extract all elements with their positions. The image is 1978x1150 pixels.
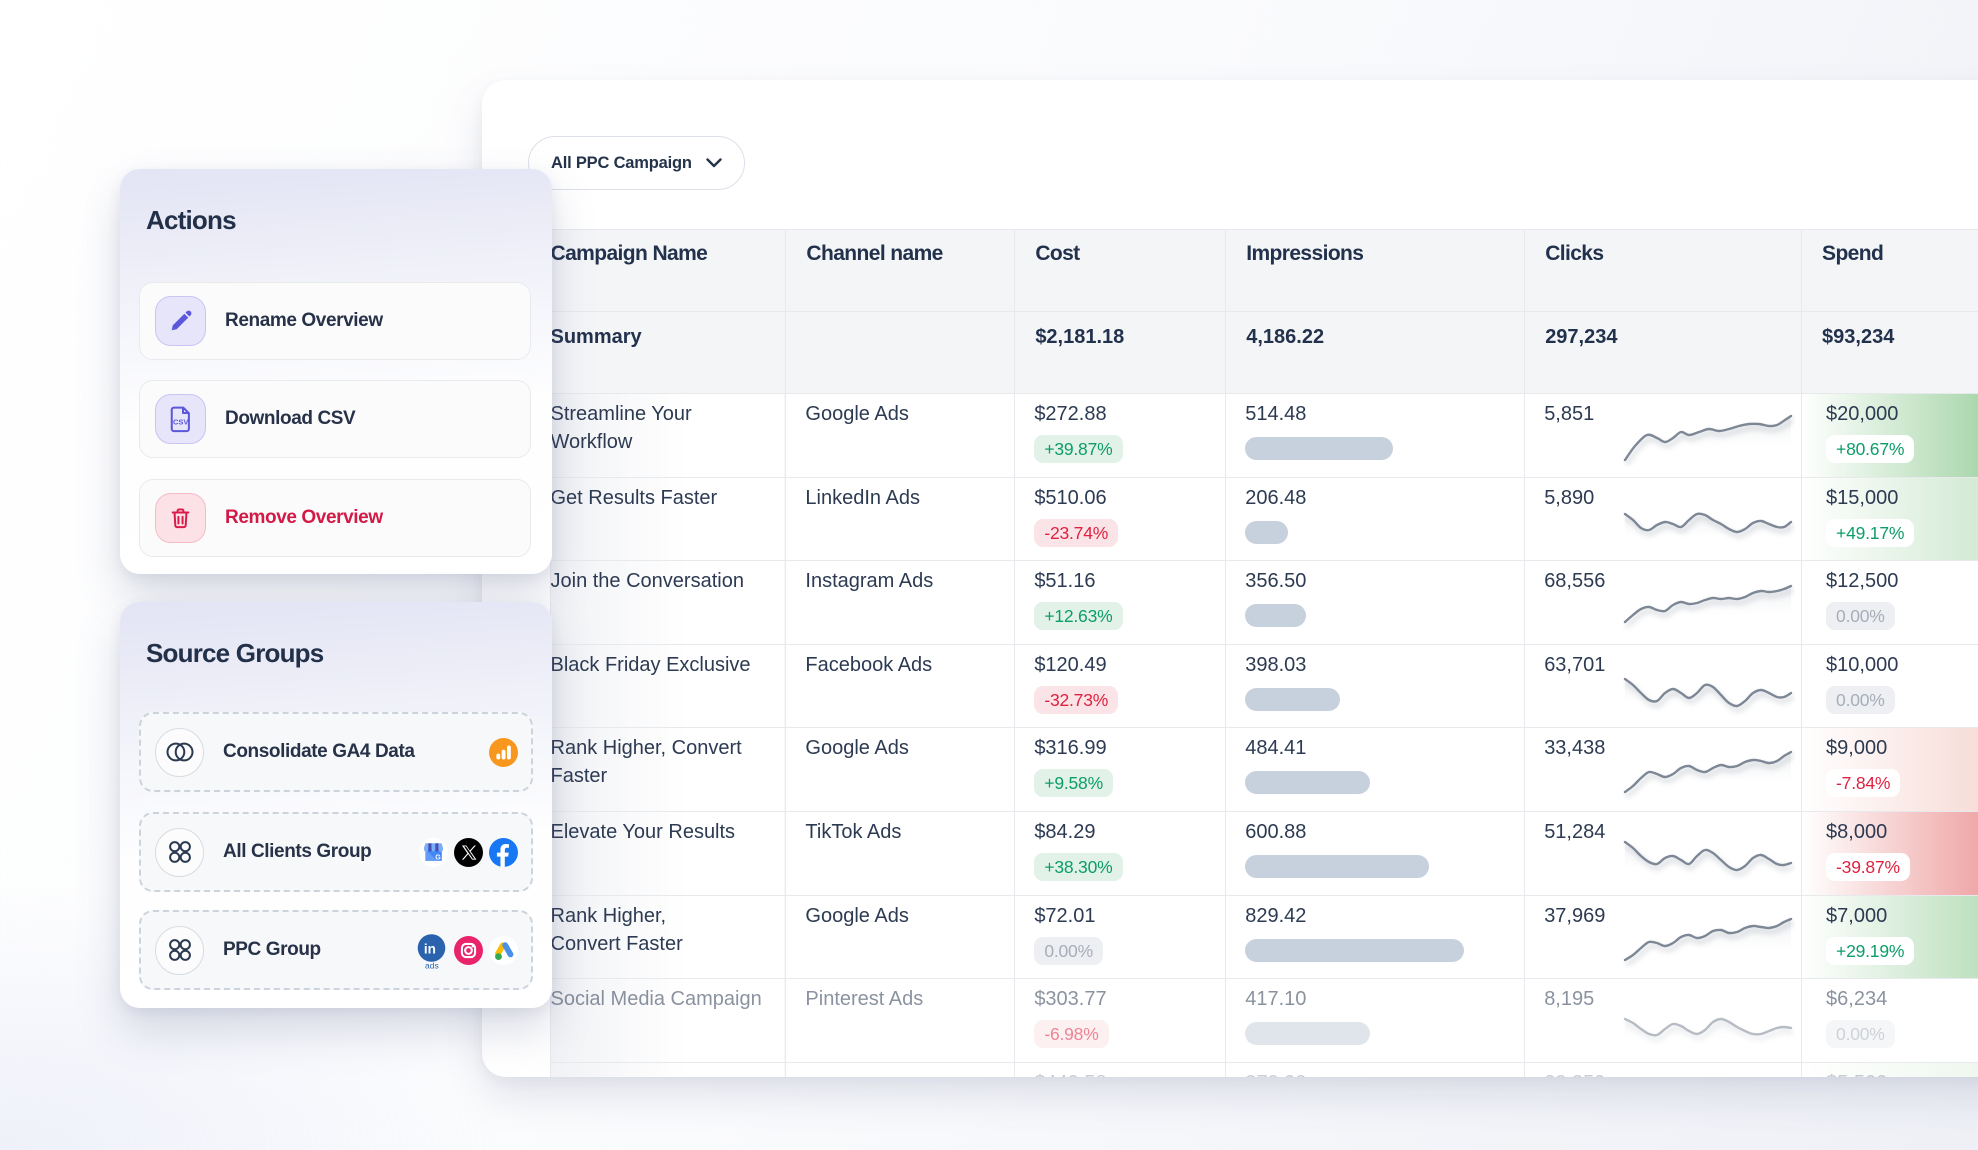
svg-text:G: G xyxy=(435,853,441,861)
svg-text:in: in xyxy=(424,941,436,956)
svg-text:CSV: CSV xyxy=(173,417,188,426)
svg-text:ads: ads xyxy=(425,960,439,970)
